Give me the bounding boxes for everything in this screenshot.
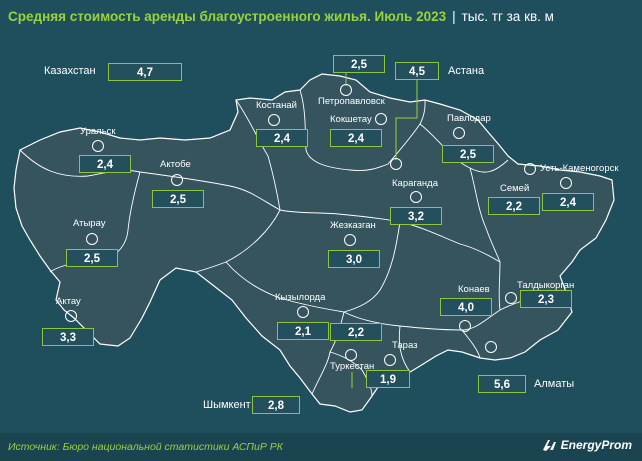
city-marker-taldykorgan [505,292,517,304]
value-aktobe: 2,5 [152,190,204,208]
label-ust-kamenogorsk: Усть-Каменогорск [540,163,619,174]
value-petropavlovsk: 2,5 [333,55,385,73]
label-shymkent: Шымкент [203,399,251,411]
label-zhezkazgan: Жезказган [330,220,376,231]
label-petropavlovsk: Петропавловск [318,96,385,107]
label-astana: Астана [448,65,485,77]
country-shape [13,73,615,413]
label-almaty: Алматы [534,378,575,390]
label-aktau: Актау [56,296,81,307]
value-uralsk: 2,4 [79,155,131,173]
label-uralsk: Уральск [80,126,116,137]
label-pavlodar: Павлодар [447,113,491,124]
city-marker-kokshetau [375,113,387,125]
value-kyzylorda: 2,1 [277,322,329,340]
city-marker-atyrau [86,233,98,245]
label-kyzylorda: Кызылорда [275,292,326,303]
label-taraz: Тараз [392,340,418,351]
title-separator: | [452,9,456,24]
value-zhezkazgan: 3,0 [328,250,380,268]
brand-logo: EnergyProm [541,438,632,452]
label-semey: Семей [500,183,530,194]
value-atyrau: 2,5 [66,249,118,267]
label-kokshetau: Кокшетау [330,114,372,125]
city-marker-kyzylorda [297,306,309,318]
city-marker-aktau [65,310,77,322]
city-marker-karaganda [410,191,422,203]
brand-name: EnergyProm [560,438,632,452]
city-marker-aktobe [171,174,183,186]
value-almaty: 5,6 [478,375,526,393]
label-taldykorgan: Талдыкорган [517,280,575,291]
value-konaev: 4,0 [440,298,492,316]
value-karaganda: 3,2 [390,207,442,225]
value-taraz: 1,9 [366,370,410,388]
source-note: Источник: Бюро национальной статистики А… [8,441,283,453]
value-kokshetau: 2,4 [330,129,382,147]
footer: Источник: Бюро национальной статистики А… [0,433,642,461]
city-marker-taraz [384,354,396,366]
city-marker-kostanay [268,114,280,126]
label-kazakhstan: Казахстан [44,65,96,77]
value-pavlodar: 2,5 [442,145,494,163]
energyprom-logo-icon [542,440,556,451]
label-aktobe: Актобе [160,159,191,170]
city-marker-zhezkazgan [344,234,356,246]
value-shymkent: 2,8 [252,396,300,414]
city-marker-petropavlovsk [340,84,352,96]
value-aktau: 3,3 [42,328,94,346]
value-turkestan: 2,2 [330,323,382,341]
label-turkestan: Туркестан [330,361,375,372]
city-marker-turkestan [345,349,357,361]
label-konaev: Конаев [458,284,490,295]
label-atyrau: Атырау [73,218,106,229]
value-ust-kamenogorsk: 2,4 [542,193,594,211]
value-semey: 2,2 [488,197,540,215]
city-marker-konaev [459,320,471,332]
city-marker-almaty [485,341,497,353]
value-taldykorgan: 2,3 [520,290,572,308]
value-kostanay: 2,4 [256,129,308,147]
map-title: Средняя стоимость аренды благоустроенног… [8,9,447,24]
header: Средняя стоимость аренды благоустроенног… [8,9,554,24]
city-marker-pavlodar [453,127,465,139]
label-karaganda: Караганда [392,178,438,189]
leader-lines [345,73,418,388]
unit-label: тыс. тг за кв. м [461,9,554,24]
city-marker-semey [524,163,536,175]
city-marker-astana [390,158,402,170]
value-kazakhstan: 4,7 [108,63,182,81]
city-marker-ust-kamenogorsk [560,177,572,189]
value-astana: 4,5 [395,62,439,80]
label-kostanay: Костанай [256,100,297,111]
city-marker-uralsk [92,140,104,152]
